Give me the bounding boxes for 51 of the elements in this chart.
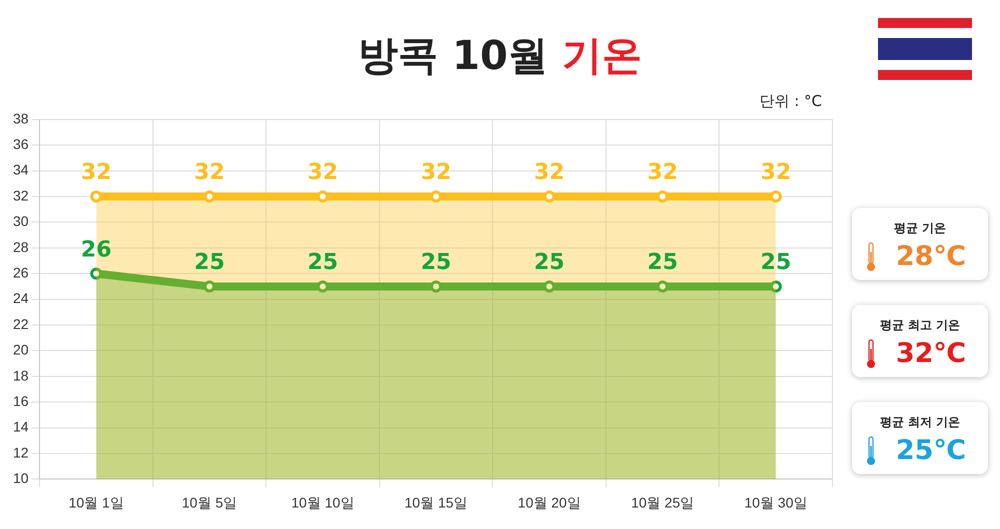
y-tick-label: 16 [12, 392, 29, 409]
y-tick-label: 34 [12, 162, 29, 178]
y-tick-label: 26 [12, 264, 29, 280]
y-tick-label: 10 [12, 470, 29, 486]
y-tick-label: 30 [12, 213, 29, 230]
data-label: 32 [420, 160, 452, 186]
x-tick-label: 10월 10일 [291, 494, 354, 510]
text: 25℃ [894, 435, 968, 466]
data-label: 25 [307, 250, 338, 276]
text: 단위 : °C [759, 92, 822, 111]
text: 평균 최고 기온 [878, 317, 962, 334]
data-label: 32 [194, 160, 225, 186]
data-label: 32 [534, 160, 565, 186]
y-tick-label: 20 [12, 342, 29, 358]
y-tick-label: 14 [12, 418, 29, 435]
text: 평균 기온 [892, 220, 948, 237]
data-label: 25 [194, 250, 225, 276]
y-tick-label: 22 [12, 316, 29, 332]
point [316, 190, 329, 202]
y-tick-label: 12 [12, 444, 29, 460]
y-tick-label: 28 [12, 238, 29, 255]
y-tick-label: 18 [12, 367, 29, 384]
x-tick-label: 10월 30일 [744, 494, 808, 510]
data-label: 32 [307, 160, 338, 186]
x-tick-label: 10월 20일 [518, 494, 581, 510]
x-tick-label: 10월 1일 [68, 494, 124, 510]
y-tick-label: 38 [12, 110, 29, 126]
data-label: 32 [80, 160, 112, 186]
y-tick-label: 32 [12, 187, 29, 204]
point [543, 190, 556, 202]
point [90, 268, 102, 280]
data-label: 25 [420, 250, 452, 276]
x-tick-label: 10월 5일 [182, 494, 238, 510]
point [90, 190, 102, 202]
data-label: 26 [80, 237, 112, 262]
text: 평균 최저 기온 [878, 414, 962, 431]
data-label: 32 [647, 160, 678, 186]
x-tick-label: 10월 15일 [404, 494, 468, 510]
y-tick-label: 24 [12, 290, 29, 306]
y-tick-label: 36 [12, 136, 29, 152]
point [316, 280, 329, 292]
text: 28℃ [894, 241, 968, 272]
point [543, 280, 556, 292]
data-label: 25 [760, 250, 792, 276]
chart-title: 방콕 10월 기온 [357, 32, 643, 81]
point [203, 280, 216, 292]
text: 32℃ [894, 338, 968, 369]
data-label: 25 [647, 250, 678, 276]
x-tick-label: 10월 25일 [631, 494, 694, 510]
data-label: 25 [534, 250, 565, 276]
data-label: 32 [760, 160, 792, 186]
